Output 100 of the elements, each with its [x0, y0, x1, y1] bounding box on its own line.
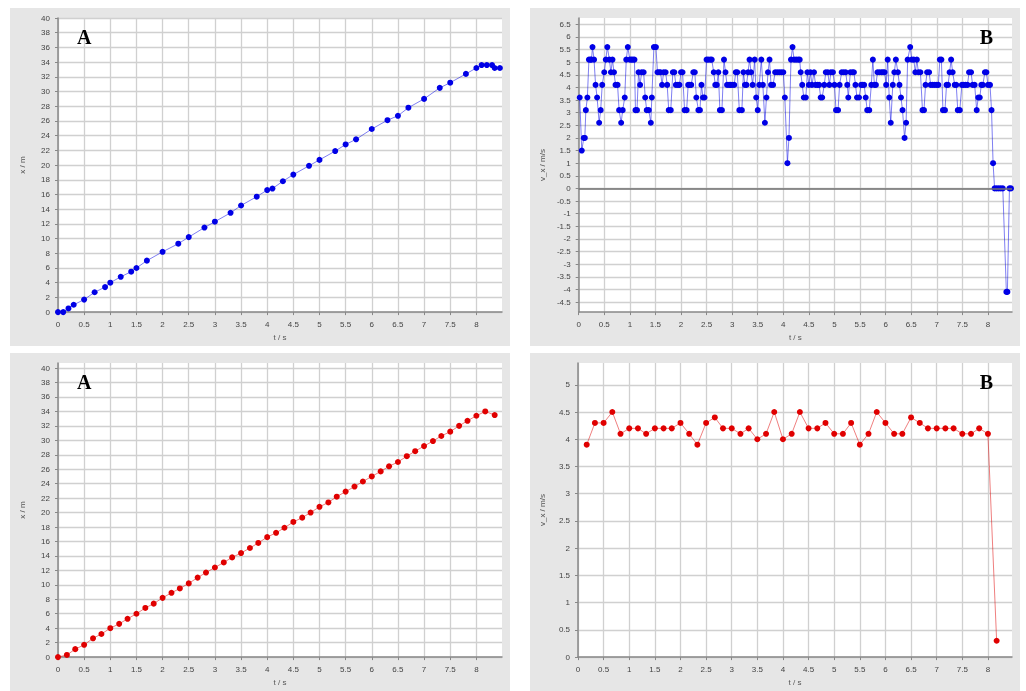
point — [342, 488, 349, 495]
point — [686, 430, 693, 437]
y-tick-label: 14 — [41, 551, 51, 561]
point — [924, 425, 931, 432]
y-tick-label: 40 — [41, 13, 51, 23]
x-tick-label: 3 — [212, 664, 218, 674]
y-tick-label: 4.5 — [558, 407, 571, 417]
y-tick-label: 20 — [41, 508, 51, 518]
point — [81, 641, 88, 648]
point — [651, 425, 658, 432]
y-tick-label: 10 — [41, 580, 51, 590]
x-tick-label: 4.5 — [287, 319, 300, 329]
point — [848, 419, 855, 426]
x-tick-label: 3.5 — [751, 664, 764, 674]
x-tick-label: 5.5 — [340, 664, 352, 674]
x-tick-label: 3.5 — [235, 664, 248, 674]
point — [211, 564, 218, 571]
y-tick-label: 2.5 — [558, 516, 571, 526]
x-tick-label: 6.5 — [905, 664, 918, 674]
point — [394, 459, 401, 465]
y-tick-label: 3.5 — [559, 95, 572, 105]
point — [368, 473, 375, 480]
y-tick-label: 3.5 — [558, 461, 571, 471]
y-tick-label: 3 — [565, 489, 571, 499]
y-tick-label: 4 — [565, 434, 571, 444]
y-tick-label: 0 — [565, 652, 571, 662]
point — [107, 625, 114, 632]
point — [478, 62, 485, 69]
y-tick-label: 2 — [566, 133, 572, 143]
point — [703, 419, 710, 426]
y-tick-label: 0 — [45, 652, 51, 662]
y-tick-label: -1 — [563, 209, 572, 219]
point — [116, 620, 123, 627]
point — [201, 224, 208, 231]
x-axis-title: t / s — [273, 677, 287, 687]
y-tick-label: 5 — [566, 57, 572, 67]
x-tick-label: 4.5 — [287, 664, 300, 674]
x-tick-label: 3.5 — [235, 319, 248, 329]
point — [822, 419, 829, 426]
point — [600, 419, 607, 426]
point — [694, 441, 701, 448]
point — [220, 559, 227, 566]
point — [175, 240, 182, 247]
point — [133, 610, 140, 617]
point — [668, 425, 675, 432]
y-tick-label: 26 — [41, 464, 51, 474]
y-tick-label: 18 — [41, 175, 51, 185]
point — [754, 436, 761, 443]
y-axis-title: v_x / m/s — [537, 149, 547, 182]
point — [882, 419, 889, 426]
point — [229, 554, 236, 561]
point — [316, 503, 323, 510]
y-tick-label: 16 — [41, 536, 51, 546]
x-tick-label: 1 — [627, 664, 633, 674]
x-tick-label: 5.5 — [854, 664, 866, 674]
point — [70, 301, 77, 308]
x-tick-label: 7.5 — [956, 664, 969, 674]
point — [796, 409, 803, 416]
point — [142, 604, 149, 611]
y-tick-label: 16 — [41, 189, 51, 199]
y-tick-label: 6.5 — [559, 19, 572, 29]
point — [124, 615, 131, 622]
x-tick-label: 8 — [474, 319, 480, 329]
x-tick-label: 2.5 — [183, 664, 195, 674]
x-tick-label: 3.5 — [752, 319, 764, 329]
x-tick-label: 0.5 — [78, 664, 91, 674]
chart-title: A — [77, 26, 92, 48]
x-tick-label: 2 — [678, 664, 684, 674]
y-tick-label: 28 — [41, 450, 51, 460]
point — [211, 218, 218, 225]
x-tick-label: 2.5 — [701, 319, 713, 329]
point — [150, 600, 157, 607]
x-tick-label: 7 — [421, 319, 427, 329]
point — [456, 422, 463, 429]
y-tick-label: 38 — [41, 28, 51, 38]
point — [763, 430, 770, 437]
point — [617, 430, 624, 437]
point — [386, 463, 393, 470]
point — [473, 65, 480, 71]
y-tick-label: -0.5 — [556, 196, 572, 206]
point — [185, 234, 192, 241]
x-tick-label: 7 — [421, 664, 427, 674]
point — [255, 539, 262, 546]
point — [447, 79, 454, 86]
y-tick-label: 0 — [45, 307, 51, 317]
y-tick-label: 1 — [565, 598, 571, 608]
y-tick-label: 18 — [41, 522, 51, 532]
point — [438, 432, 445, 439]
point — [107, 279, 114, 286]
y-tick-label: 14 — [41, 204, 51, 214]
x-tick-label: 7 — [934, 664, 940, 674]
point — [609, 409, 616, 416]
point — [98, 630, 105, 637]
point — [496, 65, 503, 71]
y-axis-title: x / m — [17, 501, 27, 519]
x-tick-label: 4 — [780, 664, 786, 674]
y-tick-label: 12 — [41, 219, 51, 229]
y-tick-label: 26 — [41, 116, 51, 126]
x-tick-label: 8 — [985, 319, 991, 329]
point — [377, 468, 384, 475]
